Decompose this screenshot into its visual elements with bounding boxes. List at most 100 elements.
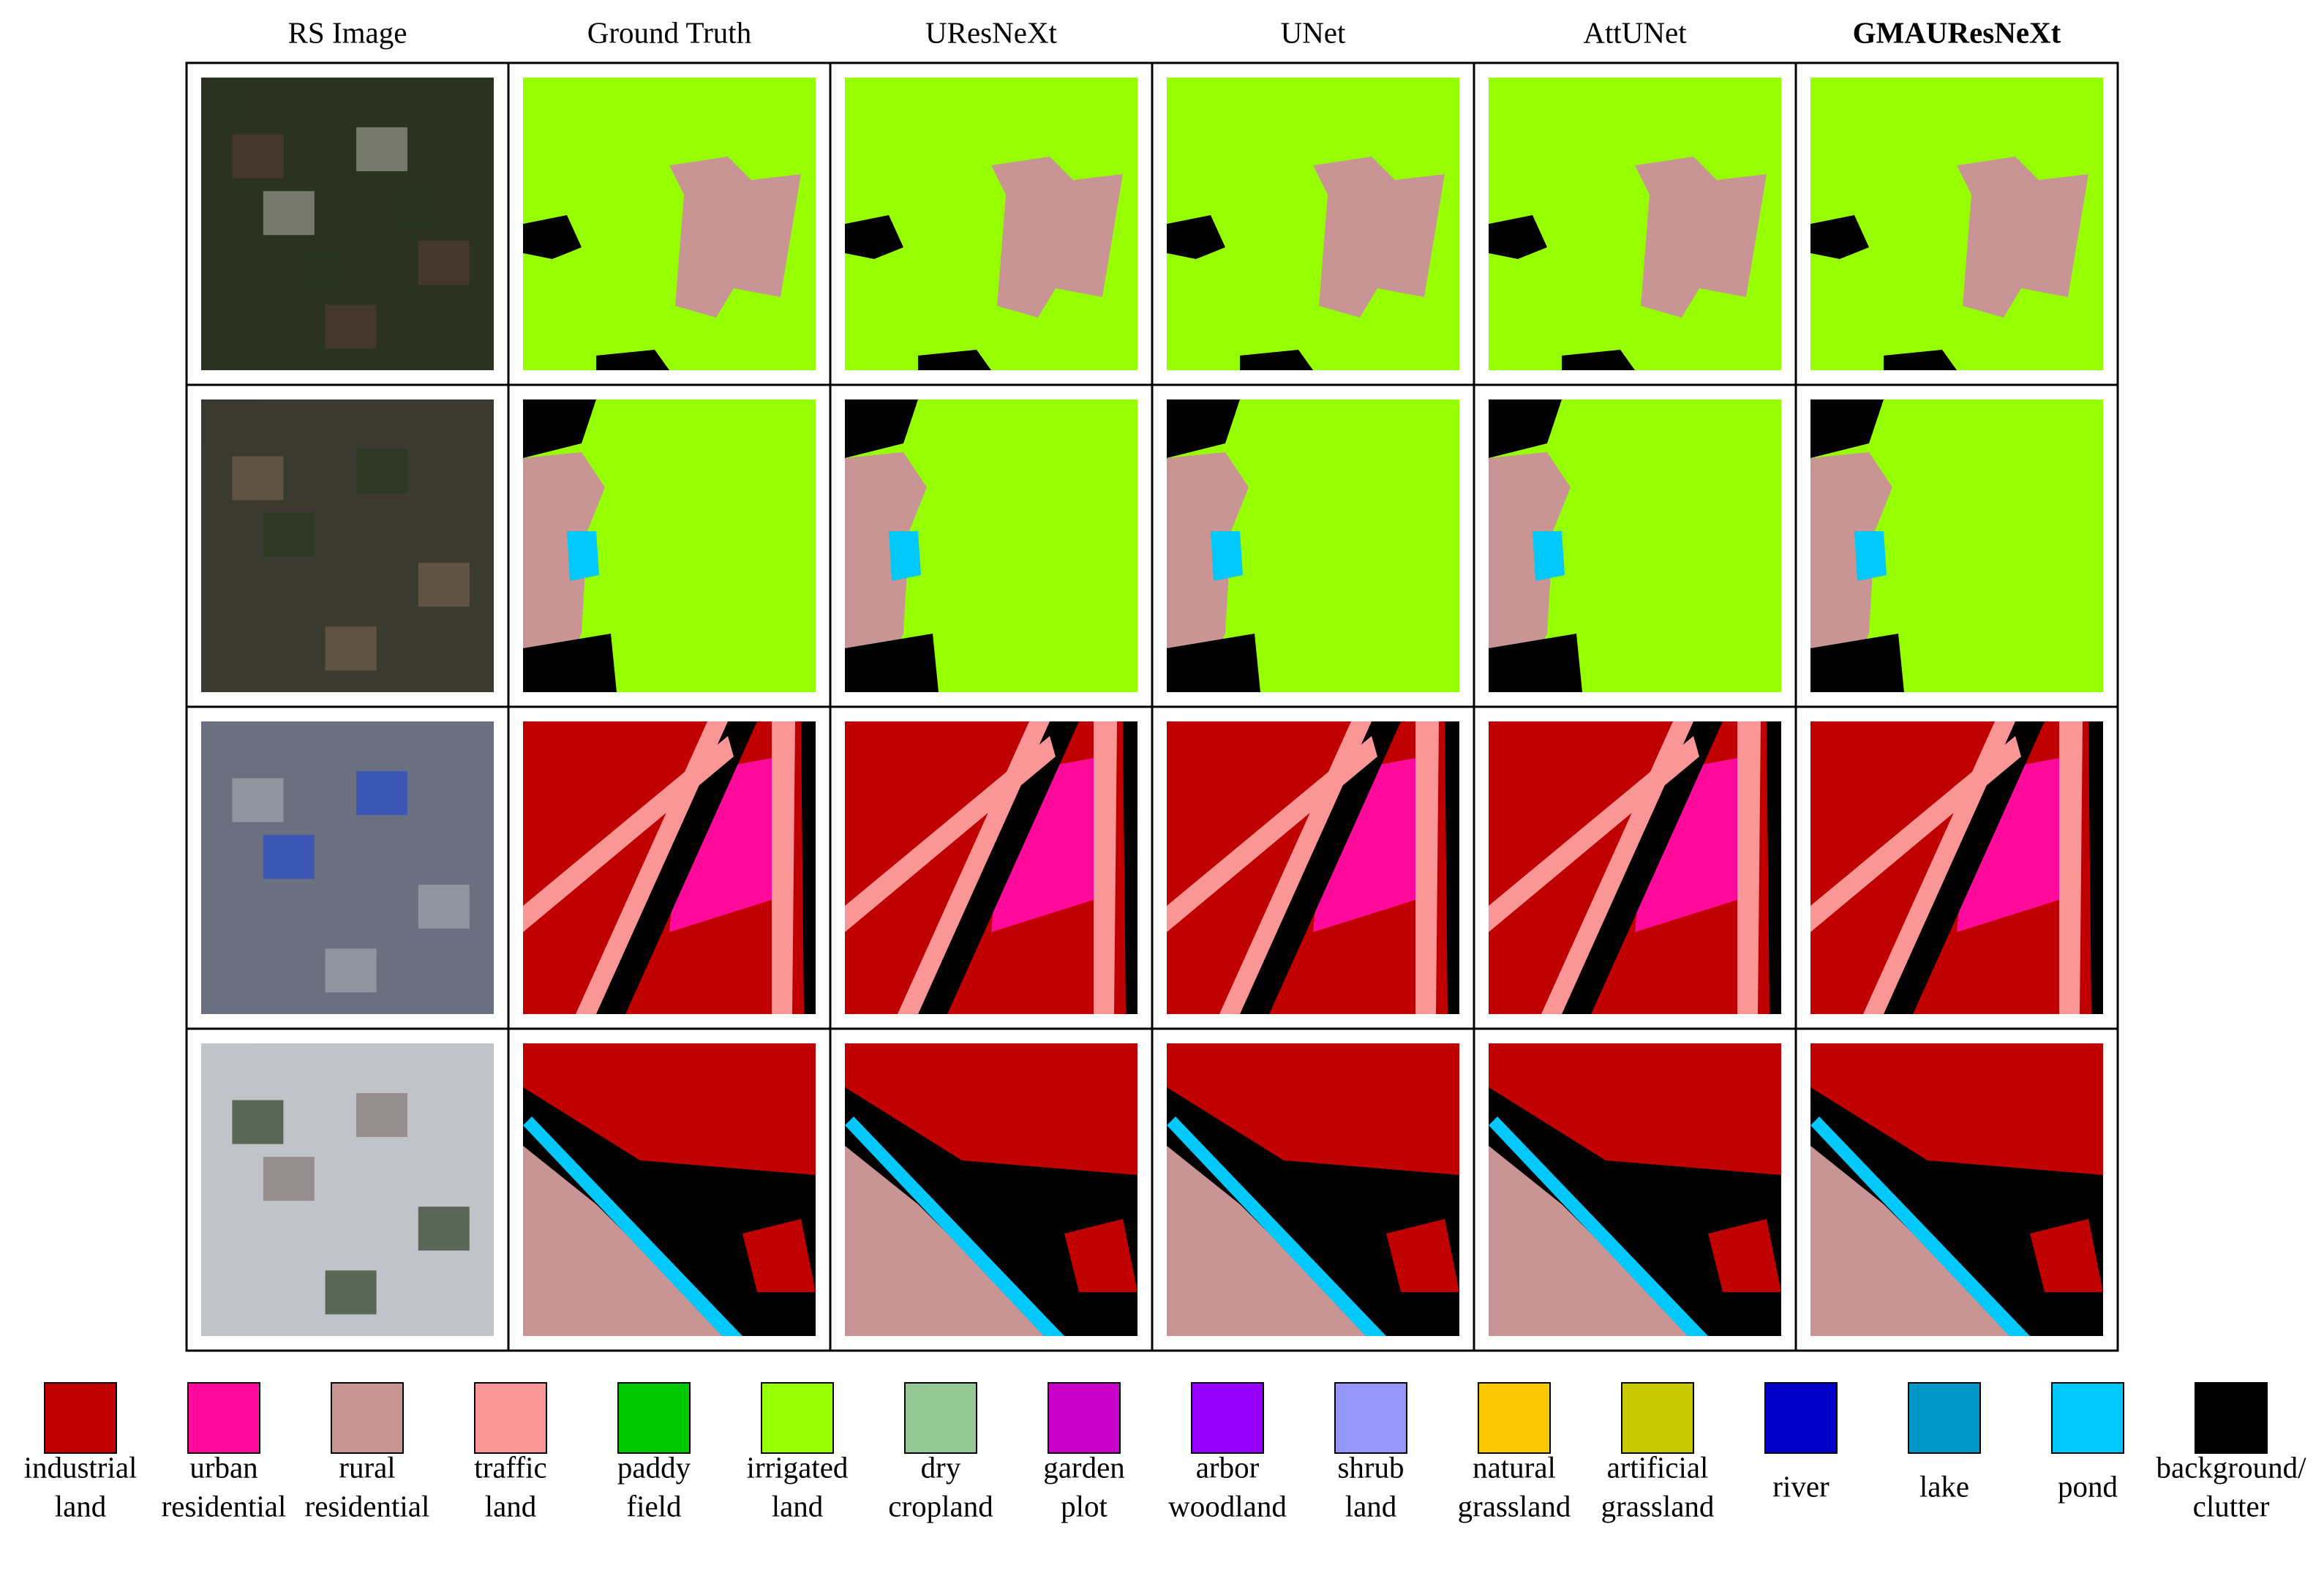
seg-region — [845, 1117, 1064, 1336]
seg-region — [523, 1043, 816, 1175]
seg-region — [1562, 721, 1723, 1014]
seg-region — [918, 721, 1079, 1014]
seg-region — [1240, 721, 1401, 1014]
legend-label: lake — [1919, 1469, 1969, 1503]
seg-region — [1562, 350, 1635, 370]
legend-label: industrial — [24, 1450, 138, 1484]
legend-label: arbor — [1196, 1450, 1260, 1484]
legend-label: cropland — [888, 1489, 993, 1523]
legend-label: plot — [1061, 1489, 1108, 1523]
seg-region — [1489, 1043, 1781, 1175]
column-header: AttUNet — [1583, 15, 1687, 49]
cell-image — [1810, 721, 2103, 1014]
seg-region — [1123, 721, 1137, 1014]
seg-region — [845, 399, 918, 458]
seg-region — [1489, 1146, 1693, 1336]
legend-label: background/ — [2156, 1450, 2307, 1484]
seg-region — [576, 721, 728, 1014]
seg-region — [1810, 634, 1904, 692]
cell-image — [201, 399, 494, 692]
cell-image — [1489, 721, 1781, 1014]
cell-image — [845, 78, 1137, 370]
rs-patch — [263, 513, 315, 558]
legend-label: land — [1345, 1489, 1397, 1523]
rs-patch — [201, 1043, 252, 1087]
rs-patch — [418, 563, 470, 607]
column-header: UResNeXt — [925, 15, 1058, 49]
rs-patch — [232, 1100, 284, 1144]
legend-label: land — [485, 1489, 537, 1523]
cell-image — [845, 721, 1137, 1014]
seg-region — [1810, 215, 1869, 259]
seg-region — [596, 350, 669, 370]
rs-patch — [294, 569, 346, 614]
seg-region — [845, 736, 1056, 932]
seg-region — [1489, 78, 1781, 370]
seg-region — [2030, 1219, 2103, 1292]
rs-patch — [232, 778, 284, 822]
seg-region — [1489, 399, 1781, 692]
legend-label: clutter — [2193, 1489, 2270, 1523]
seg-region — [845, 399, 1137, 692]
cell-image — [1810, 78, 2103, 370]
column-header: GMAUResNeXt — [1853, 15, 2061, 49]
rs-patch — [418, 1207, 470, 1251]
seg-region — [1064, 1219, 1137, 1292]
rs-patch — [201, 399, 252, 443]
seg-region — [1313, 157, 1445, 318]
rs-patch — [263, 1157, 315, 1201]
legend-swatch — [2051, 1382, 2124, 1454]
seg-region — [1489, 452, 1571, 692]
legend-swatch — [187, 1382, 260, 1454]
legend-label: grassland — [1458, 1489, 1571, 1523]
seg-region — [523, 736, 734, 932]
cell-image — [1167, 721, 1459, 1014]
seg-region — [1167, 1043, 1459, 1175]
legend-label: dry — [921, 1450, 961, 1484]
legend-swatch — [1478, 1382, 1551, 1454]
column-header: Ground Truth — [587, 15, 751, 49]
seg-region — [801, 721, 816, 1014]
seg-region — [1810, 1043, 2103, 1175]
legend-label: traffic — [474, 1450, 546, 1484]
cell-image — [845, 1043, 1137, 1336]
rs-patch — [325, 304, 377, 349]
rs-patch — [418, 241, 470, 285]
legend-label: artificial — [1607, 1450, 1709, 1484]
cell-image — [523, 721, 816, 1014]
legend-label: land — [55, 1489, 107, 1523]
seg-region — [1167, 634, 1260, 692]
cell-image — [1489, 399, 1781, 692]
cell-image — [523, 78, 816, 370]
rs-patch — [325, 948, 377, 993]
seg-region — [1167, 736, 1377, 932]
cell-image — [1167, 399, 1459, 692]
seg-region — [1240, 350, 1313, 370]
seg-region — [1810, 399, 2103, 692]
rs-patch — [294, 891, 346, 936]
rs-patch — [356, 771, 407, 815]
seg-region — [991, 157, 1123, 318]
seg-region — [1737, 721, 1761, 1014]
cell-image — [523, 1043, 816, 1336]
column-header: RS Image — [288, 15, 407, 49]
seg-region — [523, 399, 596, 458]
seg-region — [1489, 215, 1547, 259]
seg-region — [523, 1146, 728, 1336]
legend-swatch — [761, 1382, 834, 1454]
rs-patch — [387, 506, 439, 550]
rs-patch — [418, 885, 470, 929]
seg-region — [1445, 721, 1459, 1014]
seg-region — [2088, 721, 2103, 1014]
legend-swatch — [1621, 1382, 1694, 1454]
seg-region — [1708, 1219, 1781, 1292]
legend-label: residential — [162, 1489, 287, 1523]
seg-region — [1415, 721, 1439, 1014]
legend-label: garden — [1043, 1450, 1125, 1484]
cell-image — [1810, 1043, 2103, 1336]
seg-region — [523, 452, 605, 692]
seg-region — [1810, 399, 1884, 458]
seg-region — [1810, 78, 2103, 370]
seg-region — [1167, 452, 1249, 692]
